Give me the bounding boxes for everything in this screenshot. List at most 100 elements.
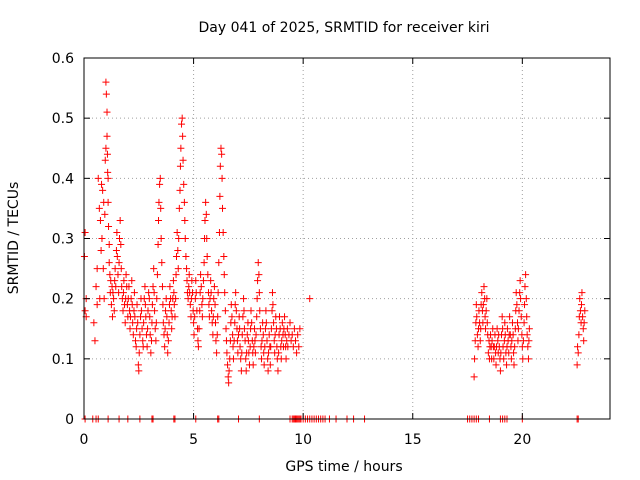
data-point — [281, 313, 289, 321]
data-point — [243, 331, 251, 339]
data-point — [580, 319, 588, 327]
data-point — [119, 289, 127, 297]
data-point — [471, 355, 479, 363]
data-point — [147, 349, 155, 357]
data-point — [524, 355, 532, 363]
data-point — [175, 204, 183, 212]
data-point — [134, 361, 142, 369]
data-point — [151, 307, 159, 315]
data-point — [252, 331, 260, 339]
data-point — [103, 108, 111, 116]
data-point — [261, 325, 269, 333]
data-point — [172, 253, 180, 261]
data-point — [132, 337, 140, 345]
data-point — [163, 331, 171, 339]
data-point — [225, 379, 233, 387]
data-point — [130, 307, 138, 315]
data-point — [181, 216, 189, 224]
data-point — [207, 289, 215, 297]
data-point — [183, 265, 191, 273]
y-tick-label: 0.2 — [52, 292, 74, 308]
data-point — [169, 277, 177, 285]
data-point — [199, 295, 207, 303]
data-point — [228, 313, 236, 321]
data-point — [521, 301, 529, 309]
data-point — [195, 325, 203, 333]
data-point — [580, 337, 588, 345]
data-point — [128, 277, 136, 285]
data-point — [484, 349, 492, 357]
x-axis-label: GPS time / hours — [285, 459, 402, 475]
data-point — [199, 277, 207, 285]
data-point — [216, 192, 224, 200]
data-point — [482, 307, 490, 315]
data-point — [224, 373, 232, 381]
data-point — [219, 228, 227, 236]
data-point — [525, 337, 533, 345]
data-point — [474, 343, 482, 351]
data-point — [522, 271, 530, 279]
data-point — [255, 271, 263, 279]
data-point — [121, 319, 129, 327]
data-point — [164, 337, 172, 345]
data-point — [127, 295, 135, 303]
data-point — [215, 259, 223, 267]
data-point — [480, 283, 488, 291]
data-point — [155, 198, 163, 206]
data-point — [130, 289, 138, 297]
data-point — [573, 361, 581, 369]
data-point — [523, 313, 531, 321]
data-point — [503, 361, 511, 369]
data-point — [111, 277, 119, 285]
data-point — [150, 289, 158, 297]
data-point — [180, 198, 188, 206]
data-point — [157, 235, 165, 242]
data-point — [470, 373, 478, 381]
data-point — [482, 325, 490, 333]
data-point — [220, 253, 228, 261]
data-point — [149, 283, 157, 291]
data-point — [110, 295, 118, 303]
data-point — [225, 367, 233, 375]
data-point — [204, 271, 212, 279]
data-point — [262, 307, 270, 315]
data-point — [158, 259, 166, 267]
data-point — [191, 313, 199, 321]
data-point — [132, 343, 140, 351]
data-point — [116, 216, 124, 224]
data-point — [231, 319, 239, 327]
data-point — [110, 307, 118, 315]
data-point — [513, 301, 521, 309]
data-point — [507, 355, 515, 363]
chart-title: Day 041 of 2025, SRMTID for receiver kir… — [198, 20, 489, 36]
data-point — [91, 337, 99, 345]
data-point — [92, 283, 100, 291]
data-point — [126, 325, 134, 333]
data-point — [236, 343, 244, 351]
data-point — [270, 337, 278, 345]
data-point — [283, 325, 291, 333]
data-point — [503, 325, 511, 333]
data-point — [141, 283, 149, 291]
data-point — [264, 367, 272, 375]
data-point — [240, 295, 248, 303]
data-point — [253, 313, 261, 321]
data-point — [522, 295, 530, 303]
data-point — [514, 325, 522, 333]
data-point — [119, 307, 127, 315]
data-point — [473, 313, 481, 321]
data-point — [213, 331, 221, 339]
data-point — [207, 277, 215, 285]
data-point — [104, 198, 112, 206]
data-point — [240, 325, 248, 333]
data-point — [103, 132, 111, 140]
data-point — [102, 78, 110, 86]
data-point — [151, 325, 159, 333]
data-point — [293, 349, 301, 357]
data-point — [239, 313, 247, 321]
data-point — [268, 307, 276, 315]
data-point — [152, 337, 160, 345]
data-point — [203, 235, 211, 242]
data-point — [251, 337, 259, 345]
data-point — [136, 331, 144, 339]
